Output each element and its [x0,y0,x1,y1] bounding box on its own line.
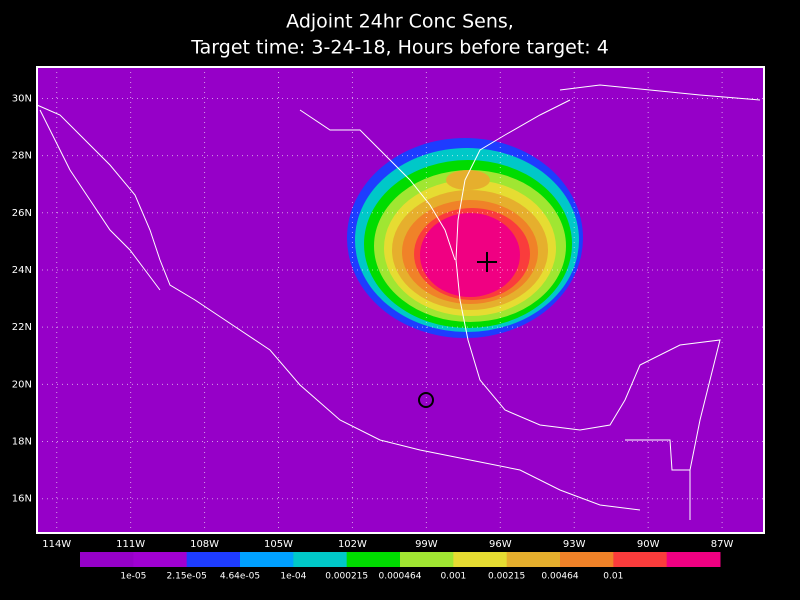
color-box [80,552,134,567]
lat-tick-label: 26N [12,208,32,219]
color-box [560,552,614,567]
lat-tick-label: 28N [12,151,32,162]
lat-tick-label: 20N [12,379,32,390]
colorbar-label: 1e-04 [280,572,306,582]
sensitivity-field [347,138,583,338]
lat-tick-label: 18N [12,437,32,448]
lon-tick-label: 111W [116,539,145,550]
lat-tick-label: 24N [12,265,32,276]
contour [446,170,490,190]
lat-tick-label: 16N [12,494,32,505]
lon-tick-label: 105W [264,539,293,550]
color-box [666,552,721,567]
grid [37,67,764,533]
colorbar-label: 4.64e-05 [220,572,260,582]
color-box [400,552,454,567]
lon-tick-label: 108W [190,539,219,550]
coastline [455,99,721,520]
lon-tick-label: 114W [42,539,71,550]
colorbar-label: 0.000464 [379,572,422,582]
colorbar: 1e-05 2.15e-05 4.64e-05 1e-04 0.000215 0.0004… [80,552,721,582]
colorbar-label: 2.15e-05 [167,572,207,582]
coastlines [36,84,761,520]
lat-tick-label: 22N [12,322,32,333]
title-line: Adjoint 24hr Conc Sens, [286,11,514,33]
color-box [453,552,508,567]
color-box [240,552,294,567]
source-marker [418,392,434,408]
colorbar-label: 0.000215 [325,572,368,582]
colorbar-label: 0.01 [603,572,623,582]
target-marker [477,252,497,272]
color-box [506,552,561,567]
lon-tick-label: 102W [338,539,367,550]
lon-tick-label: 96W [489,539,512,550]
colorbar-label: 1e-05 [120,572,146,582]
title-line: Target time: 3-24-18, Hours before targe… [190,37,609,59]
colorbar-label: 0.001 [440,572,466,582]
map-frame [36,66,765,534]
lon-tick-label: 87W [711,539,734,550]
colorbar-label: 0.00464 [541,572,578,582]
contour [420,213,520,297]
color-box [186,552,241,567]
lon-tick-label: 90W [637,539,660,550]
color-box [133,552,188,567]
color-box [613,552,668,567]
lat-tick-label: 30N [12,93,32,104]
coastline [39,109,161,291]
lon-tick-label: 99W [415,539,438,550]
color-box [346,552,401,567]
border [559,84,761,471]
coastline [36,104,641,511]
border [299,109,456,261]
color-box [293,552,348,567]
colorbar-label: 0.00215 [488,572,525,582]
lon-tick-label: 93W [563,539,586,550]
